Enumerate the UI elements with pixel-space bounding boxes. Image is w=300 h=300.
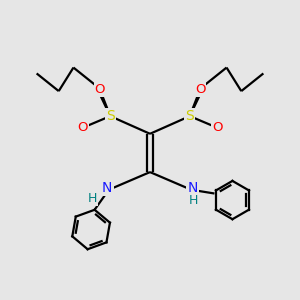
- Text: H: H: [88, 192, 97, 205]
- Text: O: O: [212, 122, 223, 134]
- Text: O: O: [95, 83, 105, 96]
- Text: H: H: [189, 194, 198, 207]
- Text: S: S: [185, 109, 194, 123]
- Text: O: O: [77, 122, 88, 134]
- Text: N: N: [188, 181, 198, 195]
- Text: O: O: [195, 83, 205, 96]
- Text: N: N: [102, 181, 112, 195]
- Text: S: S: [106, 109, 115, 123]
